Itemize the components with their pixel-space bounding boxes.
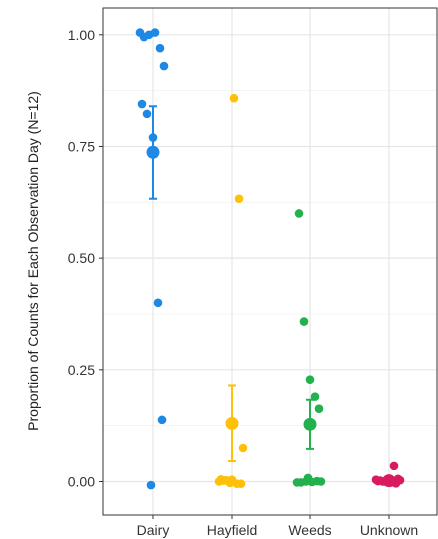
y-tick-label: 0.00: [68, 473, 95, 489]
panel-border: [102, 7, 438, 516]
y-tick-label: 0.50: [68, 250, 95, 266]
data-point: [157, 415, 167, 425]
data-point: [314, 404, 324, 413]
mean-point: [382, 474, 396, 488]
x-tick-label: Weeds: [288, 522, 331, 538]
y-tick-label: 0.75: [68, 138, 95, 154]
data-point: [299, 317, 309, 326]
data-point: [389, 461, 399, 471]
data-point: [305, 375, 315, 384]
data-point: [150, 28, 160, 37]
y-axis-title: Proportion of Counts for Each Observatio…: [25, 91, 41, 431]
data-point: [395, 475, 405, 485]
x-tick-label: Dairy: [137, 522, 170, 538]
x-tick-label: Unknown: [360, 522, 418, 538]
data-point: [223, 476, 233, 486]
x-tick-label: Hayfield: [207, 522, 258, 538]
data-point: [142, 109, 152, 119]
data-point: [155, 43, 165, 53]
y-tick-label: 0.25: [68, 362, 95, 378]
data-point: [137, 99, 147, 109]
y-tick-label: 1.00: [68, 27, 95, 43]
data-point: [146, 480, 156, 490]
data-point: [236, 479, 246, 489]
y-axis: 0.00 0.25 0.50 0.75 1.00: [68, 27, 103, 489]
data-point: [234, 194, 244, 204]
data-point: [238, 443, 248, 453]
data-point: [316, 477, 326, 486]
mean-error-bars: [146, 105, 396, 488]
data-point: [294, 209, 304, 218]
data-point: [159, 61, 169, 71]
mean-point: [303, 417, 317, 431]
mean-point: [146, 145, 160, 159]
data-point: [229, 93, 239, 103]
x-axis: Dairy Hayfield Weeds Unknown: [137, 515, 418, 538]
grid-lines: [103, 8, 437, 515]
mean-point: [225, 416, 239, 430]
data-point: [153, 298, 163, 308]
